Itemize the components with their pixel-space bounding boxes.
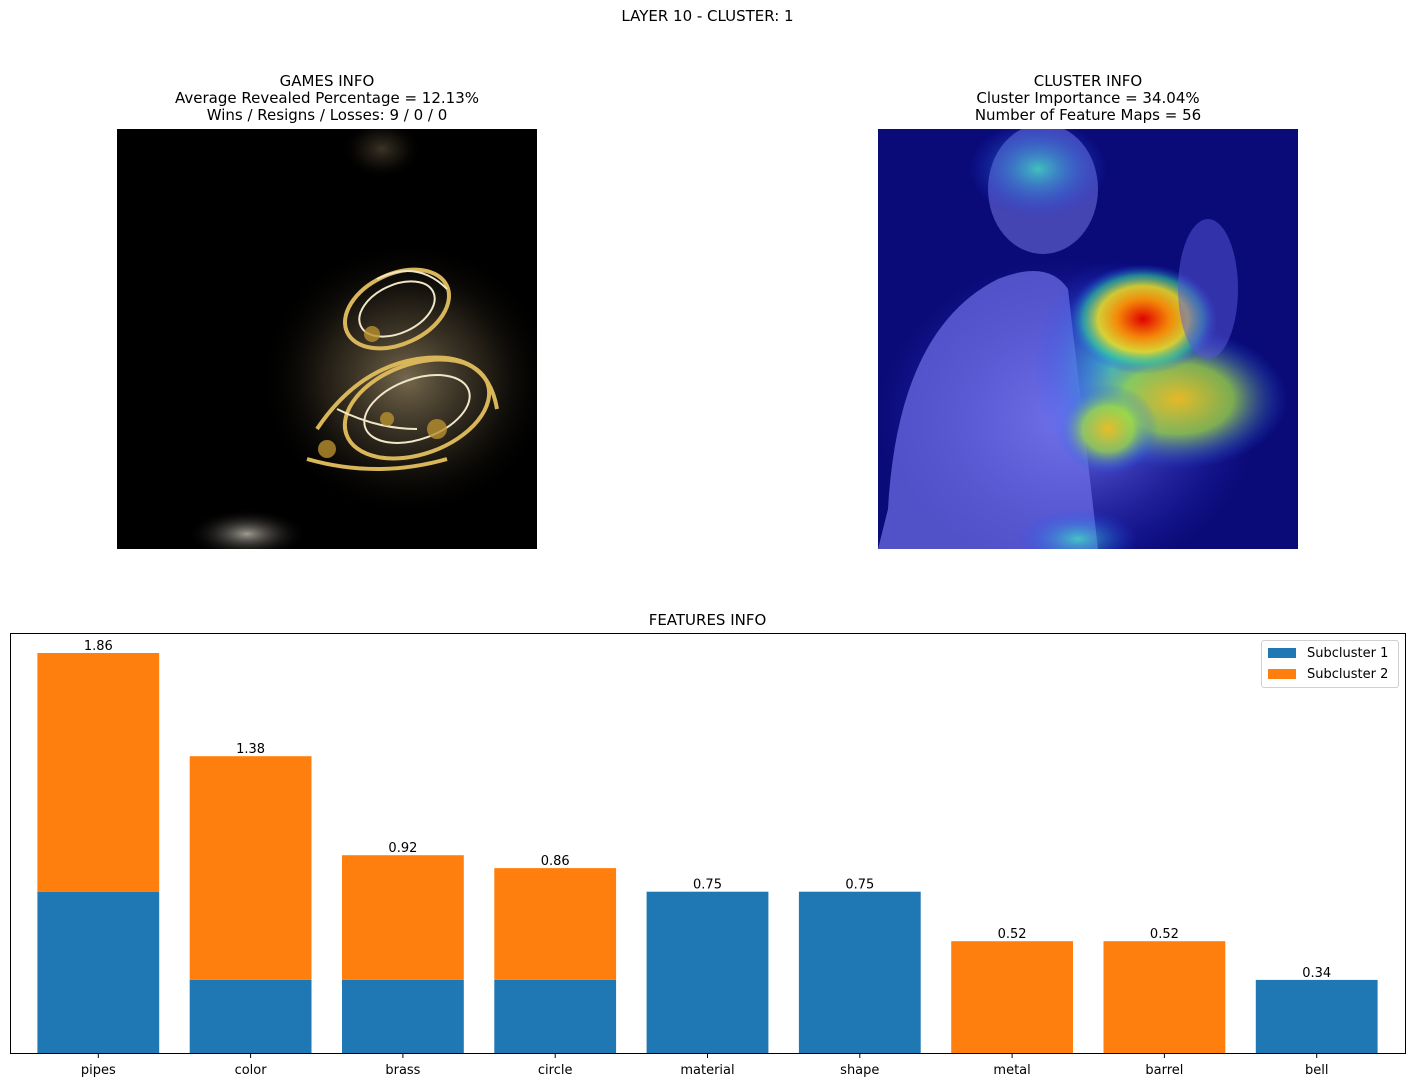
legend-entry-subcluster-2: Subcluster 2 [1268,666,1388,682]
figure-title: LAYER 10 - CLUSTER: 1 [621,7,794,25]
games-info-title: GAMES INFO Average Revealed Percentage =… [27,73,627,124]
legend-swatch-subcluster-1 [1268,648,1296,658]
bar-pipes-subcluster-2 [37,653,160,892]
data-label-circle: 0.86 [541,854,570,869]
x-tick-label-pipes: pipes [81,1063,116,1078]
legend-entry-subcluster-1: Subcluster 1 [1268,645,1388,661]
number-of-feature-maps: Number of Feature Maps = 56 [974,106,1202,124]
bar-circle-subcluster-2 [494,868,617,980]
data-label-shape: 0.75 [845,878,874,893]
bar-circle-subcluster-1 [494,979,617,1053]
bar-color-subcluster-2 [189,756,312,980]
chart-legend: Subcluster 1 Subcluster 2 [1261,640,1399,688]
bar-pipes-subcluster-1 [37,891,160,1053]
x-tick-label-metal: metal [993,1063,1030,1078]
average-revealed-percentage: Average Revealed Percentage = 12.13% [174,89,479,107]
x-tick-label-barrel: barrel [1145,1063,1183,1078]
bar-bell-subcluster-1 [1255,979,1378,1053]
legend-label-subcluster-2: Subcluster 2 [1307,666,1389,682]
x-tick-label-material: material [680,1063,734,1078]
cluster-importance: Cluster Importance = 34.04% [976,89,1200,107]
cluster-info-title: CLUSTER INFO Cluster Importance = 34.04%… [788,73,1388,124]
chart-title: FEATURES INFO [648,611,767,629]
data-label-barrel: 0.52 [1150,927,1179,942]
x-tick-label-brass: brass [385,1063,420,1078]
bar-color-subcluster-1 [189,979,312,1053]
data-label-brass: 0.92 [388,841,417,856]
heatmap-image [878,129,1298,549]
bar-brass-subcluster-2 [342,855,464,980]
data-label-color: 1.38 [236,742,265,757]
wins-resigns-losses: Wins / Resigns / Losses: 9 / 0 / 0 [206,106,448,124]
data-label-material: 0.75 [693,878,722,893]
cluster-heatmap [878,129,1298,549]
revealed-horn-image [117,129,537,549]
bar-barrel-subcluster-2 [1103,941,1226,1053]
x-tick-label-color: color [235,1063,268,1078]
bar-shape-subcluster-1 [798,891,921,1053]
revealed-image [117,129,537,549]
games-info-heading: GAMES INFO [279,72,375,90]
cluster-info-heading: CLUSTER INFO [1033,72,1143,90]
legend-label-subcluster-1: Subcluster 1 [1307,645,1389,661]
bar-metal-subcluster-2 [951,941,1073,1053]
x-tick-label-shape: shape [840,1063,879,1078]
bar-material-subcluster-1 [646,891,769,1053]
bar-brass-subcluster-1 [342,979,464,1053]
x-tick-label-circle: circle [538,1063,573,1078]
data-label-metal: 0.52 [998,927,1027,942]
data-label-pipes: 1.86 [84,639,113,654]
data-label-bell: 0.34 [1302,966,1331,981]
x-tick-label-bell: bell [1305,1063,1328,1078]
legend-swatch-subcluster-2 [1268,669,1296,679]
